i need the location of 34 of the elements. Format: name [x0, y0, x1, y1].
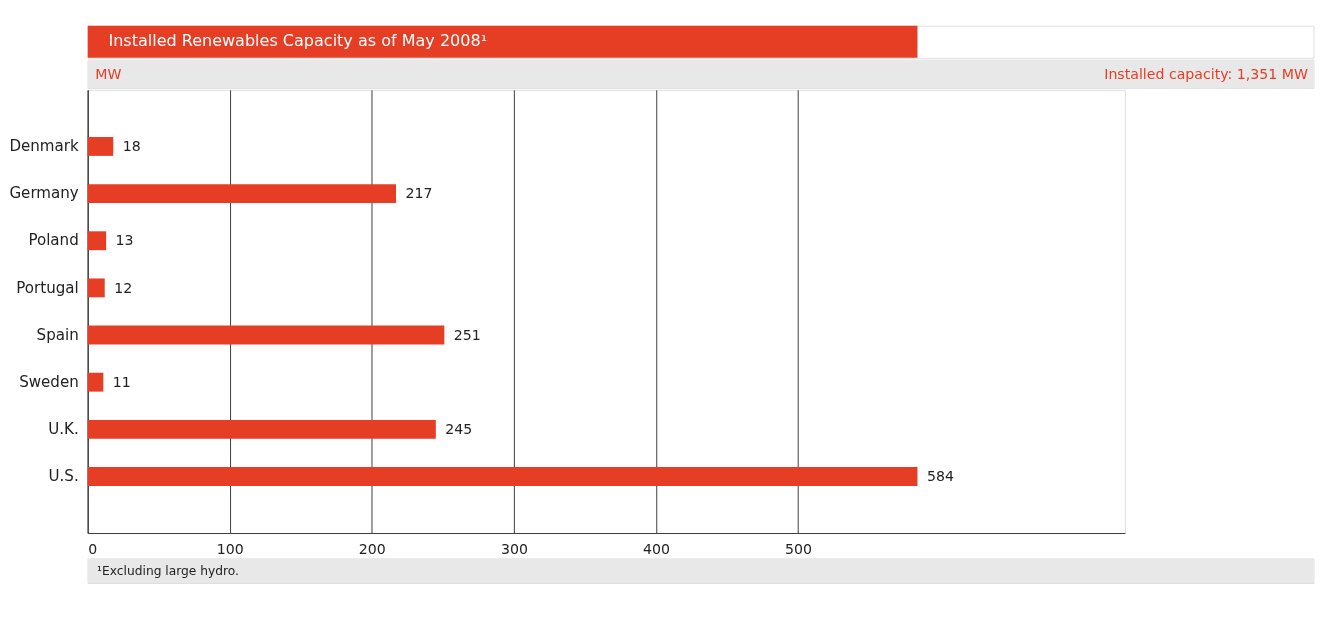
- text: ¹Excluding large hydro.: [97, 563, 239, 578]
- y-tick-label: U.S.: [48, 467, 79, 486]
- bar: [87, 231, 107, 251]
- x-tick-label: 400: [643, 541, 670, 558]
- y-tick-label: Germany: [9, 184, 79, 203]
- text: Installed capacity: 1,351 MW: [1104, 65, 1308, 82]
- data-label: 11: [112, 373, 131, 390]
- bar: [87, 184, 397, 204]
- data-label: 12: [114, 279, 133, 296]
- y-tick-label: U.K.: [48, 420, 79, 439]
- x-tick-label: 500: [785, 541, 813, 558]
- chart-subtitle: MW: [95, 65, 122, 82]
- data-label: 18: [122, 138, 141, 155]
- y-tick-label: Sweden: [19, 372, 79, 391]
- data-label: 13: [115, 232, 134, 249]
- bar: [87, 325, 445, 345]
- data-label: 217: [405, 185, 433, 202]
- bar: [87, 467, 918, 486]
- bar: [87, 137, 114, 156]
- y-tick-label: Spain: [36, 325, 79, 344]
- bar: [87, 278, 105, 298]
- bar: [87, 419, 436, 439]
- x-tick-label: 300: [500, 541, 528, 558]
- x-tick-label: 200: [358, 541, 386, 558]
- x-tick-label: 0: [88, 541, 98, 558]
- x-tick-label: 100: [216, 541, 244, 558]
- y-tick-label: Portugal: [16, 278, 79, 297]
- data-label: 584: [926, 468, 954, 485]
- y-tick-label: Poland: [28, 231, 79, 250]
- y-tick-label: Denmark: [9, 137, 79, 156]
- chart-title: Installed Renewables Capacity as of May 2008¹: [108, 31, 488, 51]
- data-label: 245: [445, 421, 473, 438]
- bar: [87, 372, 104, 392]
- data-label: 251: [453, 326, 481, 343]
